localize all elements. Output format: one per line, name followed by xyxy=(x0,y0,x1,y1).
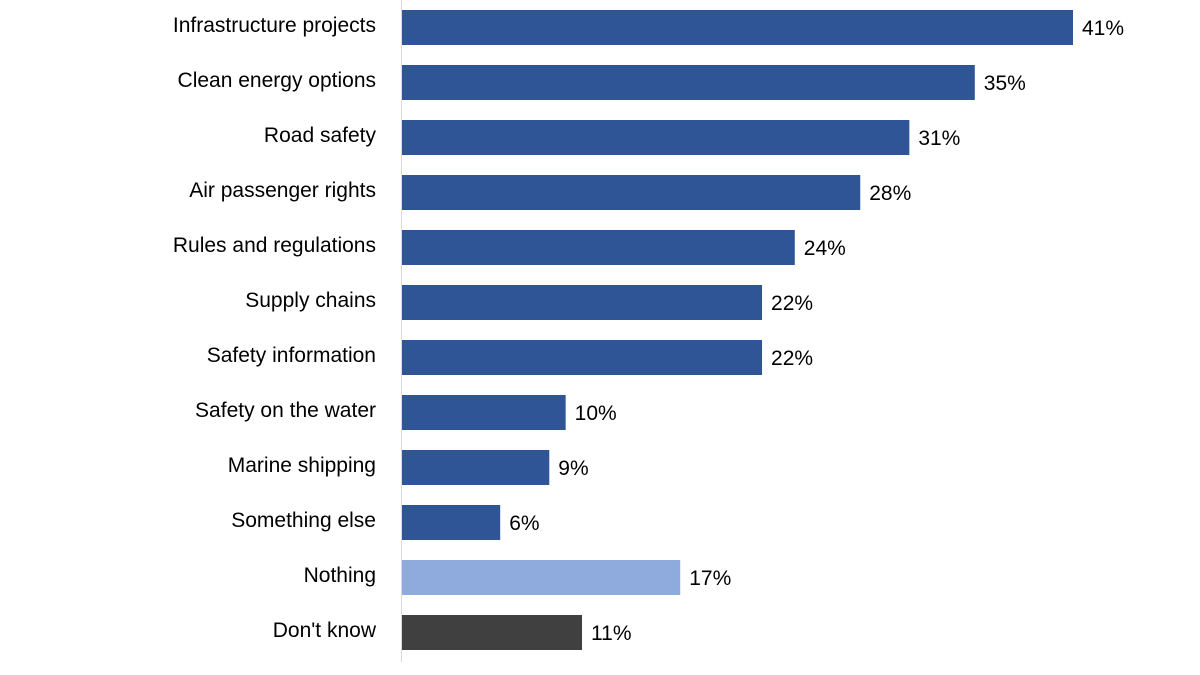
category-label: Don't know xyxy=(273,619,377,642)
bar xyxy=(402,450,550,485)
bar xyxy=(402,175,861,210)
bar xyxy=(402,615,583,650)
value-label: 11% xyxy=(591,622,631,645)
value-label: 24% xyxy=(804,237,846,260)
category-label: Marine shipping xyxy=(228,454,376,477)
bar xyxy=(402,230,795,265)
bar xyxy=(402,10,1073,45)
bar xyxy=(402,560,681,595)
value-label: 10% xyxy=(575,402,617,425)
value-label: 6% xyxy=(509,512,539,535)
category-label: Infrastructure projects xyxy=(173,14,376,37)
bar xyxy=(402,395,566,430)
value-label: 22% xyxy=(771,292,813,315)
bar xyxy=(402,340,763,375)
value-label: 17% xyxy=(689,567,731,590)
category-label: Safety on the water xyxy=(195,399,376,422)
bar xyxy=(402,505,501,540)
value-label: 31% xyxy=(918,127,960,150)
value-label: 28% xyxy=(869,182,911,205)
category-label: Rules and regulations xyxy=(173,234,376,257)
value-label: 9% xyxy=(558,457,588,480)
category-label: Clean energy options xyxy=(178,69,376,92)
value-label: 35% xyxy=(984,72,1026,95)
value-label: 41% xyxy=(1082,17,1124,40)
category-label: Supply chains xyxy=(245,289,376,312)
bar xyxy=(402,285,763,320)
category-label: Road safety xyxy=(264,124,377,147)
category-label: Safety information xyxy=(207,344,376,367)
bar xyxy=(402,120,910,155)
category-label: Nothing xyxy=(304,564,376,587)
value-label: 22% xyxy=(771,347,813,370)
category-label: Something else xyxy=(231,509,376,532)
category-label: Air passenger rights xyxy=(189,179,376,202)
bar xyxy=(402,65,975,100)
